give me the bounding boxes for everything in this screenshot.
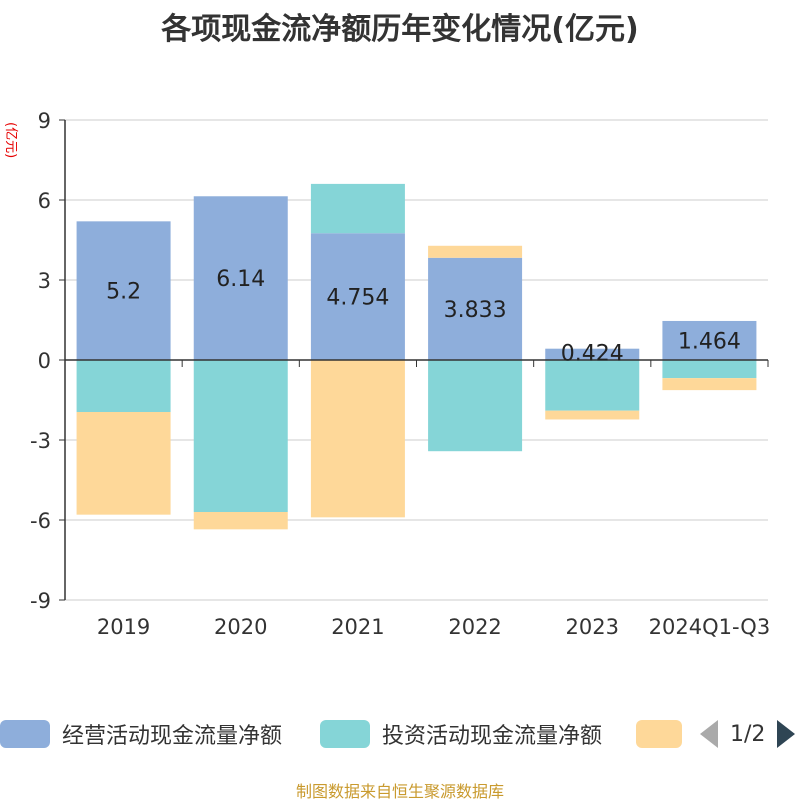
bar-segment[interactable] xyxy=(662,320,757,360)
x-tick-label: 2024Q1-Q3 xyxy=(649,615,771,639)
bar-segment[interactable] xyxy=(662,378,757,391)
bar-segment[interactable] xyxy=(662,360,757,379)
y-tick-label: 3 xyxy=(38,269,51,293)
y-tick-label: 0 xyxy=(38,349,51,373)
legend-page-indicator: 1/2 xyxy=(730,721,766,747)
bar-data-label: 3.833 xyxy=(444,298,507,323)
bar-segment[interactable] xyxy=(310,360,405,518)
bar-segment[interactable] xyxy=(193,512,288,530)
bar-segment[interactable] xyxy=(545,410,640,420)
legend-swatch-investing xyxy=(320,720,370,748)
bar-segment[interactable] xyxy=(545,348,640,360)
legend-label-operating: 经营活动现金流量净额 xyxy=(62,724,283,749)
bar-data-label: 5.2 xyxy=(106,280,141,305)
bar-segment[interactable] xyxy=(193,196,288,360)
bar-segment[interactable] xyxy=(76,360,171,412)
source-footer: 制图数据来自恒生聚源数据库 xyxy=(295,782,504,801)
y-tick-label: 6 xyxy=(38,189,51,213)
x-tick-label: 2022 xyxy=(448,615,501,639)
y-tick-label: -9 xyxy=(30,589,51,613)
y-tick-label: -6 xyxy=(30,509,51,533)
x-tick-label: 2019 xyxy=(97,615,150,639)
legend-item-financing[interactable] xyxy=(636,716,682,752)
x-tick-label: 2020 xyxy=(214,615,267,639)
chart-title: 各项现金流净额历年变化情况(亿元) xyxy=(161,12,639,47)
x-tick-label: 2021 xyxy=(331,615,384,639)
bar-segment[interactable] xyxy=(310,233,405,360)
y-tick-label: -3 xyxy=(30,429,51,453)
legend-pager: 1/2 xyxy=(700,716,796,752)
bar-segment[interactable] xyxy=(310,183,405,234)
legend-swatch-financing xyxy=(636,720,682,748)
legend-prev-icon[interactable] xyxy=(700,720,718,748)
bar-segment[interactable] xyxy=(193,360,288,512)
bar-segment[interactable] xyxy=(428,245,523,258)
bar-segment[interactable] xyxy=(76,221,171,360)
bar-segment[interactable] xyxy=(428,257,523,360)
bar-data-label: 1.464 xyxy=(678,329,741,354)
legend: 经营活动现金流量净额 投资活动现金流量净额 1/2 xyxy=(0,716,800,752)
bar-data-label: 4.754 xyxy=(326,286,389,311)
bar-data-label: 0.424 xyxy=(561,342,624,367)
x-tick-label: 2023 xyxy=(566,615,619,639)
legend-item-operating[interactable]: 经营活动现金流量净额 xyxy=(0,716,282,752)
y-tick-label: 9 xyxy=(38,109,51,133)
legend-label-investing: 投资活动现金流量净额 xyxy=(382,724,603,749)
bar-data-label: 6.14 xyxy=(216,267,265,292)
legend-next-icon[interactable] xyxy=(777,720,796,748)
chart-canvas: 9 6 3 0 -3 -6 -9 5.2 6.14 4.754 3.833 0.424 1.464 201… xyxy=(30,109,771,639)
legend-swatch-operating xyxy=(0,720,50,748)
bar-segment[interactable] xyxy=(545,360,640,411)
bar-segment[interactable] xyxy=(76,412,171,515)
legend-item-investing[interactable]: 投资活动现金流量净额 xyxy=(320,716,602,752)
bar-segment[interactable] xyxy=(428,360,523,452)
